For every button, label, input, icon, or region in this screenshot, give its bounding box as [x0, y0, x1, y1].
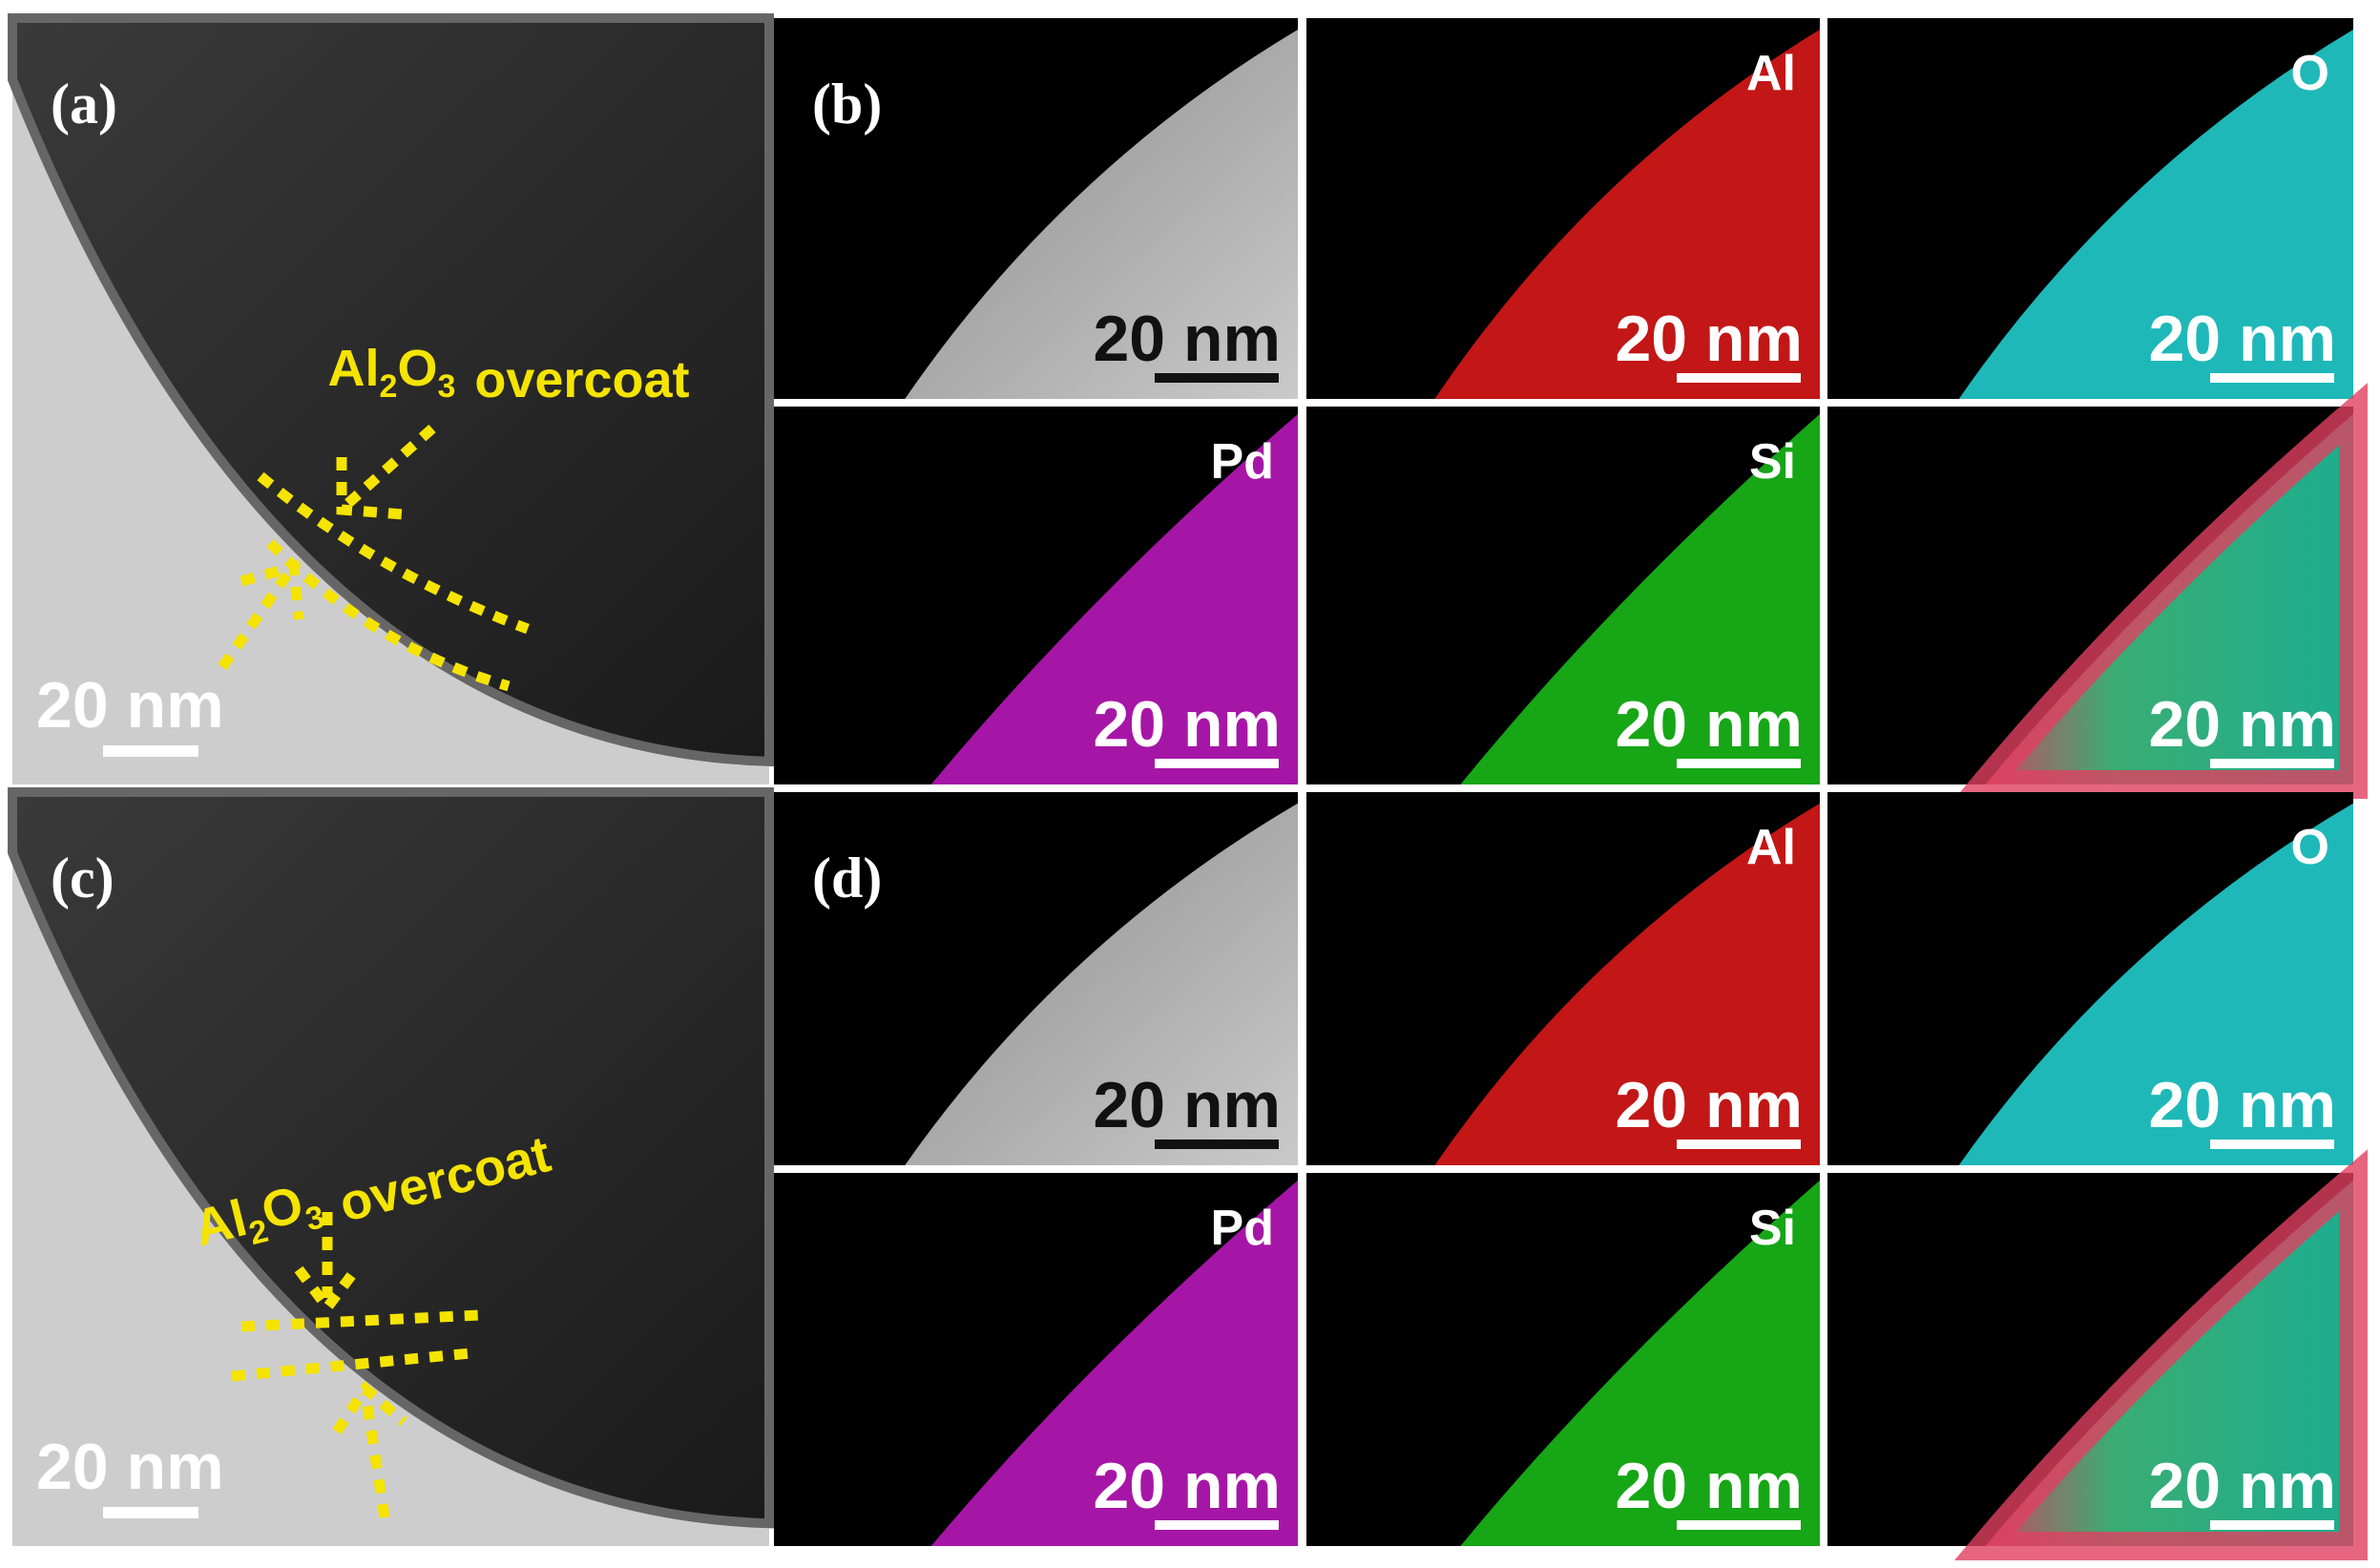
scale-bar-label: 20 nm [36, 1431, 224, 1503]
scale-bar-label: 20 nm [1093, 688, 1281, 761]
particle-map [905, 29, 1298, 399]
scale-bar-label: 20 nm [1093, 1069, 1281, 1141]
scale-bar-label: 20 nm [1615, 303, 1803, 375]
particle-map [1434, 29, 1820, 399]
particle-map [1958, 803, 2353, 1165]
formula: Al [328, 340, 380, 397]
scale-bar-label: 20 nm [1093, 303, 1281, 375]
overcoat-line [257, 471, 530, 635]
particle-map [930, 413, 1298, 784]
element-label: Si [1749, 1201, 1796, 1256]
arrow [294, 1212, 361, 1317]
element-label: Si [1749, 434, 1796, 490]
element-label: Pd [1211, 1201, 1274, 1256]
arrow [332, 1380, 407, 1518]
scale-bar-label: 20 nm [2148, 1069, 2336, 1141]
scale-bar-label: 20 nm [2148, 1450, 2336, 1522]
scale-bar-label: 20 nm [1615, 688, 1803, 761]
scale-bar-label: 20 nm [2148, 303, 2336, 375]
element-label: Al [1746, 820, 1796, 875]
scale-bar-label: 20 nm [2148, 688, 2336, 761]
arrow [218, 559, 304, 671]
panel-label: (b) [812, 73, 882, 136]
particle [8, 13, 774, 767]
overcoat-line [240, 1309, 481, 1332]
subscript: 2 [380, 368, 398, 405]
element-label: O [2291, 820, 2329, 875]
scale-bar-label: 20 nm [1615, 1069, 1803, 1141]
annotation-text: overcoat [474, 351, 689, 408]
al-shell [1954, 383, 2368, 799]
arrow [336, 424, 436, 520]
particle-map [1958, 29, 2353, 399]
scale-bar-label: 20 nm [36, 669, 224, 742]
panel-label: (a) [51, 73, 117, 136]
al-shell [1953, 1149, 2368, 1560]
scale-bar-label: 20 nm [1093, 1450, 1281, 1522]
particle-map [930, 1180, 1298, 1546]
annotation: Al2O3 overcoat [328, 340, 690, 408]
formula: O [397, 340, 437, 397]
subscript: 3 [437, 368, 455, 405]
particle-map [1460, 413, 1820, 784]
scale-bar-label: 20 nm [1615, 1450, 1803, 1522]
element-label: Pd [1211, 434, 1274, 490]
panel-label: (c) [51, 847, 115, 909]
element-label: O [2291, 46, 2329, 101]
particle-map [1434, 803, 1820, 1165]
panel-label: (d) [812, 847, 882, 909]
particle [8, 787, 774, 1529]
overcoat-line [231, 1348, 471, 1382]
particle-map [1460, 1180, 1820, 1546]
particle-map [905, 803, 1298, 1165]
element-label: Al [1746, 46, 1796, 101]
